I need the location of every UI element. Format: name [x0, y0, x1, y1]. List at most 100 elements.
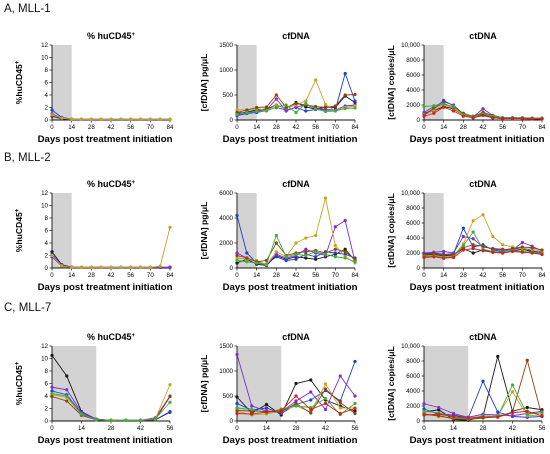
data-point [304, 236, 308, 240]
data-point [235, 411, 239, 416]
y-tick-label: 1500 [219, 42, 233, 49]
data-point [148, 117, 152, 121]
data-point [530, 251, 534, 255]
data-point [353, 260, 357, 264]
data-point [525, 405, 529, 410]
x-tick-label: 14 [440, 124, 447, 131]
data-point [294, 257, 298, 261]
data-point [323, 401, 328, 406]
data-point [138, 418, 143, 422]
data-point [461, 234, 465, 239]
x-tick-label: 56 [499, 124, 506, 131]
data-point [274, 93, 278, 97]
data-point [279, 408, 283, 413]
data-point [50, 250, 54, 254]
data-point [138, 265, 143, 269]
data-point [235, 352, 239, 357]
data-point [50, 353, 54, 357]
x-tick-label: 70 [519, 124, 526, 131]
data-point [314, 78, 318, 82]
data-point [314, 107, 318, 111]
data-point [343, 252, 347, 256]
x-tick-label: 28 [88, 272, 95, 279]
data-point [333, 247, 337, 251]
treatment-shade [237, 193, 257, 268]
data-point [343, 256, 347, 260]
data-point [510, 246, 515, 251]
data-point [422, 104, 426, 109]
data-point [451, 414, 456, 419]
y-tick-label: 10 [41, 203, 48, 210]
y-tick-label: 500 [223, 92, 234, 99]
x-tick-label: 70 [519, 272, 526, 279]
data-point [50, 391, 54, 396]
data-point [333, 255, 337, 259]
data-point [323, 252, 328, 256]
x-tick-label: 56 [312, 124, 319, 131]
data-point [264, 410, 269, 414]
data-point [442, 105, 446, 109]
y-tick-label: 8000 [406, 57, 420, 64]
data-point [333, 104, 337, 108]
data-point [250, 407, 254, 412]
data-point [481, 415, 485, 419]
data-point [323, 102, 328, 107]
data-point [235, 251, 239, 255]
data-point [65, 394, 69, 398]
data-point [540, 117, 544, 121]
y-tick-label: 4 [45, 240, 49, 247]
data-point [353, 394, 357, 398]
data-point [235, 108, 239, 112]
data-point [461, 243, 465, 248]
data-point [168, 265, 172, 269]
x-tick-label: 42 [108, 124, 115, 131]
data-point [245, 110, 249, 115]
data-point [520, 245, 524, 249]
data-point [353, 401, 357, 406]
data-point [422, 413, 426, 417]
y-tick-label: 4 [45, 393, 49, 400]
data-point [235, 261, 239, 265]
x-tick-label: 0 [235, 272, 239, 279]
data-point [461, 248, 465, 252]
data-point [481, 107, 485, 111]
data-point [442, 253, 446, 257]
y-tick-label: 0 [417, 117, 421, 124]
data-point [304, 256, 308, 260]
data-point [525, 412, 529, 416]
y-tick-label: 10,000 [401, 343, 420, 350]
x-tick-label: 84 [167, 124, 174, 131]
data-point [343, 106, 347, 111]
chart-title: ctDNA [469, 179, 497, 189]
data-point [245, 256, 249, 260]
y-tick-label: 6000 [219, 190, 233, 197]
data-point [294, 394, 298, 398]
x-axis-label: Days post treatment initiation [223, 435, 358, 446]
data-point [309, 390, 313, 394]
data-point [353, 411, 357, 416]
chart-panel: 0 2 4 6 8 10 12 0 14 28 42 56 % huCD45+ %huCD45+ Days … [14, 332, 174, 446]
x-tick-label: 14 [253, 272, 260, 279]
chart-title: cfDNA [282, 31, 310, 41]
data-point [338, 411, 342, 416]
data-point [333, 225, 337, 229]
data-point [491, 234, 495, 239]
data-point [235, 401, 239, 406]
x-tick-label: 14 [78, 425, 85, 432]
data-point [304, 101, 308, 106]
chart-title: ctDNA [469, 332, 497, 342]
data-point [50, 389, 54, 393]
y-tick-label: 6000 [406, 220, 420, 227]
chart-panel: 0 2000 4000 6000 0 14 28 42 56 70 84 cfDNA [cfDNA] p… [199, 179, 359, 293]
data-point [481, 113, 485, 118]
data-point [525, 358, 529, 362]
data-point [422, 252, 426, 257]
data-point [510, 414, 515, 418]
data-point [540, 252, 544, 257]
data-point [353, 409, 357, 413]
data-point [442, 102, 446, 106]
data-point [343, 218, 347, 223]
x-axis-label: Days post treatment initiation [38, 435, 173, 446]
data-point [70, 117, 74, 121]
